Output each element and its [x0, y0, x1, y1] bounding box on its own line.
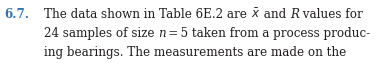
Text: R: R: [290, 8, 299, 21]
Text: 6.7.: 6.7.: [4, 8, 29, 21]
Text: values for: values for: [299, 8, 363, 21]
Text: n: n: [158, 27, 166, 40]
Text: and: and: [260, 8, 290, 21]
Text: The data shown in Table 6E.2 are: The data shown in Table 6E.2 are: [44, 8, 251, 21]
Text: $\bar{x}$: $\bar{x}$: [251, 8, 260, 21]
Text: = 5 taken from a process produc-: = 5 taken from a process produc-: [166, 27, 370, 40]
Text: 24 samples of size: 24 samples of size: [44, 27, 158, 40]
Text: ing bearings. The measurements are made on the: ing bearings. The measurements are made …: [44, 46, 346, 59]
